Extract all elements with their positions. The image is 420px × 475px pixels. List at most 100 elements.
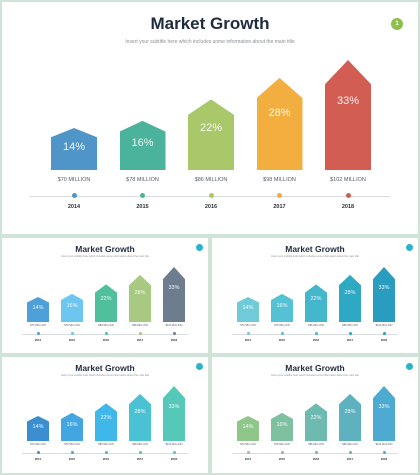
slide-variant-4[interactable]: Market Growth Insert your subtitle here …	[2, 357, 208, 473]
slide-number-badge: 1	[391, 18, 403, 30]
timeline-dot	[348, 332, 352, 335]
timeline-dot	[138, 451, 142, 454]
year-label: 2014	[34, 457, 42, 461]
growth-arrow-bar: 16%	[119, 120, 166, 170]
slide-variant-5[interactable]: Market Growth Insert your subtitle here …	[212, 357, 418, 473]
bar-percentage: 33%	[168, 403, 180, 410]
slide-main[interactable]: Market Growth Insert your subtitle here …	[2, 2, 418, 234]
bar-percentage: 28%	[268, 107, 291, 120]
bar-percentage: 33%	[336, 95, 360, 108]
year-label: 2017	[273, 204, 286, 210]
bar-percentage: 16%	[66, 421, 78, 428]
bar-caption: $86 MILLION	[308, 324, 324, 327]
year-label: 2018	[380, 457, 388, 461]
timeline-dot	[70, 332, 74, 335]
slide-title: Market Growth	[285, 363, 345, 373]
growth-arrow-bar: 16%	[61, 412, 83, 441]
year-label: 2015	[278, 338, 286, 342]
bar-percentage: 14%	[242, 424, 254, 430]
slide-variant-3[interactable]: Market Growth Insert your subtitle here …	[212, 238, 418, 353]
timeline-dot	[208, 193, 214, 198]
bar-caption: $78 MILLION	[126, 177, 159, 183]
year-label: 2014	[34, 338, 42, 342]
bar-percentage: 14%	[32, 424, 44, 430]
growth-arrow-bar: 14%	[237, 416, 259, 441]
growth-arrow-bar: 14%	[27, 297, 49, 322]
slide-subtitle: Insert your subtitle here which includes…	[61, 255, 149, 258]
slide-badge	[406, 363, 413, 370]
growth-arrow-bar: 14%	[51, 128, 97, 170]
bar-percentage: 33%	[378, 403, 390, 410]
bar-percentage: 28%	[344, 408, 356, 415]
bar-caption: $98 MILLION	[132, 324, 148, 327]
slide-title: Market Growth	[285, 244, 345, 254]
growth-arrow-bar: 28%	[129, 393, 151, 441]
growth-arrow-bar: 33%	[163, 386, 185, 441]
year-label: 2017	[346, 457, 354, 461]
timeline-dot	[36, 332, 40, 335]
bar-percentage: 33%	[378, 284, 390, 291]
bar-caption: $86 MILLION	[308, 443, 324, 446]
bar-percentage: 16%	[131, 136, 154, 149]
bar-caption: $102 MILLION	[165, 443, 183, 446]
bar-caption: $70 MILLION	[57, 177, 91, 183]
timeline-dot	[382, 332, 386, 335]
bar-caption: $70 MILLION	[240, 443, 256, 446]
bar-percentage: 16%	[66, 302, 78, 309]
timeline-dot	[277, 193, 282, 198]
slide-subtitle: Insert your subtitle here which includes…	[271, 374, 359, 377]
growth-arrow-bar: 14%	[237, 297, 259, 322]
growth-arrow-bar: 16%	[61, 293, 83, 322]
growth-arrow-bar: 22%	[95, 284, 117, 322]
growth-arrow-bar: 28%	[129, 274, 151, 322]
slide-subtitle: Insert your subtitle here which includes…	[61, 374, 149, 377]
growth-arrow-bar: 33%	[163, 267, 185, 322]
bar-percentage: 28%	[134, 289, 146, 296]
bar-percentage: 22%	[199, 121, 223, 134]
timeline-dot	[345, 193, 351, 198]
bar-percentage: 14%	[242, 305, 254, 311]
year-label: 2016	[204, 204, 218, 210]
timeline-dot	[71, 193, 77, 198]
slide-variant-2[interactable]: Market Growth Insert your subtitle here …	[2, 238, 208, 353]
year-label: 2016	[312, 338, 320, 342]
year-label: 2016	[102, 338, 110, 342]
year-label: 2016	[102, 457, 110, 461]
bar-caption: $78 MILLION	[64, 324, 80, 327]
bar-caption: $102 MILLION	[375, 443, 393, 446]
slide-title: Market Growth	[75, 244, 135, 254]
bar-caption: $98 MILLION	[263, 177, 296, 183]
year-label: 2015	[68, 457, 76, 461]
growth-arrow-bar: 22%	[305, 284, 327, 322]
bar-caption: $102 MILLION	[330, 177, 366, 183]
year-label: 2017	[136, 457, 144, 461]
timeline-dot	[314, 332, 318, 335]
slide-badge	[196, 244, 203, 251]
timeline-dot	[36, 451, 40, 454]
year-label: 2017	[346, 338, 354, 342]
bar-caption: $86 MILLION	[98, 443, 114, 446]
year-label: 2015	[278, 457, 286, 461]
bar-caption: $86 MILLION	[194, 177, 228, 183]
slide-subtitle: Insert your subtitle here which includes…	[271, 255, 359, 258]
slide-badge	[406, 244, 413, 251]
growth-arrow-bar: 16%	[271, 412, 293, 441]
year-label: 2018	[341, 204, 355, 210]
bar-caption: $70 MILLION	[30, 443, 46, 446]
year-label: 2014	[244, 457, 252, 461]
timeline-dot	[314, 451, 318, 454]
bar-percentage: 22%	[100, 296, 112, 303]
bar-percentage: 33%	[168, 284, 180, 291]
timeline-dot	[70, 451, 74, 454]
bar-caption: $98 MILLION	[342, 324, 358, 327]
growth-arrow-bar: 28%	[339, 274, 361, 322]
bar-percentage: 14%	[32, 305, 44, 311]
timeline-dot	[280, 332, 284, 335]
timeline-dot	[382, 451, 386, 454]
growth-arrow-bar: 14%	[27, 416, 49, 441]
growth-arrow-bar: 28%	[256, 77, 303, 170]
year-label: 2018	[380, 338, 388, 342]
growth-arrow-bar: 33%	[325, 60, 371, 170]
year-label: 2016	[312, 457, 320, 461]
timeline-dot	[140, 193, 145, 198]
